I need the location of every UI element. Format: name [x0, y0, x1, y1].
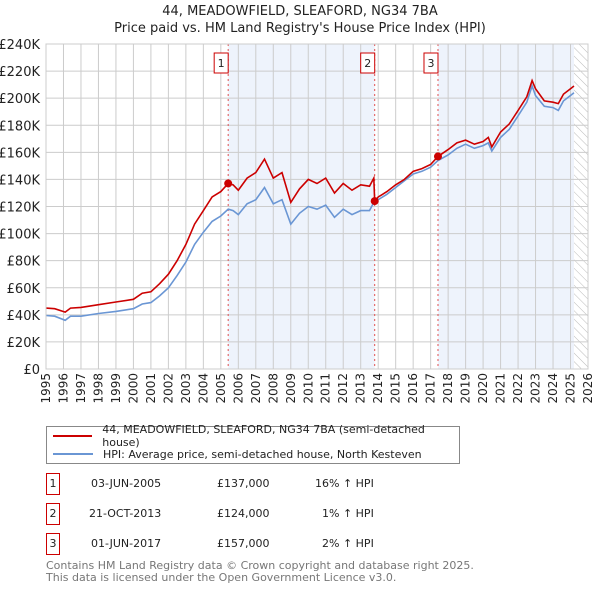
chart-title: 44, MEADOWFIELD, SLEAFORD, NG34 7BA	[162, 4, 438, 19]
x-tick-label: 2013	[354, 373, 368, 404]
y-tick-label: £100K	[0, 228, 40, 243]
x-tick-label: 2002	[161, 373, 175, 404]
sale-date: 03-JUN-2005	[91, 477, 162, 490]
y-tick-label: £120K	[0, 201, 40, 216]
x-tick-label: 2001	[144, 373, 158, 404]
x-tick-label: 2007	[249, 373, 263, 404]
x-tick-label: 2010	[301, 373, 315, 404]
sale-hpi-change: 16% ↑ HPI	[315, 477, 374, 490]
x-tick-label: 2008	[266, 373, 280, 404]
x-tick-label: 2017	[424, 373, 438, 404]
x-tick-label: 2012	[336, 373, 350, 404]
x-tick-label: 2003	[179, 373, 193, 404]
x-tick-label: 2022	[511, 373, 525, 404]
property-price-line	[45, 78, 575, 313]
y-tick-label: £160K	[0, 146, 40, 161]
sale-price: £157,000	[217, 537, 270, 550]
y-tick-label: £80K	[7, 255, 41, 270]
chart-subtitle: Price paid vs. HM Land Registry's House …	[114, 21, 486, 36]
sale-label-box	[213, 52, 229, 74]
sale-marker-label: 1	[46, 473, 60, 495]
x-tick-label: 2004	[196, 373, 210, 404]
x-tick-label: 2005	[214, 373, 228, 404]
x-tick-label: 2020	[476, 373, 490, 404]
sale-label: 3	[427, 57, 434, 70]
x-tick-label: 2009	[284, 373, 298, 404]
x-tick-label: 2015	[389, 373, 403, 404]
y-tick-label: £220K	[0, 65, 40, 80]
legend-swatch-blue	[53, 453, 93, 455]
x-tick-label: 2024	[546, 373, 560, 404]
footer-licence: This data is licensed under the Open Gov…	[46, 571, 397, 584]
sale-label-box	[360, 52, 376, 74]
x-tick-label: 1996	[56, 373, 70, 404]
hpi-line	[45, 83, 575, 322]
sale-point	[370, 197, 379, 206]
sale-date: 01-JUN-2017	[91, 537, 162, 550]
sale-marker-label: 3	[46, 533, 60, 555]
x-tick-label: 2025	[564, 373, 578, 404]
sale-point	[224, 179, 233, 188]
sale-marker-label: 2	[46, 503, 60, 525]
sale-label-box	[423, 52, 439, 74]
sale-price: £137,000	[217, 477, 270, 490]
x-tick-label: 1999	[109, 373, 123, 404]
sale-label: 1	[218, 57, 225, 70]
x-tick-label: 2011	[319, 373, 333, 404]
y-tick-label: £0	[23, 363, 40, 378]
legend-item-hpi: HPI: Average price, semi-detached house,…	[53, 445, 422, 463]
x-tick-label: 1997	[74, 373, 88, 404]
y-tick-label: £20K	[7, 336, 41, 351]
x-tick-label: 2000	[126, 373, 140, 404]
y-tick-label: £240K	[0, 38, 40, 53]
sale-hpi-change: 2% ↑ HPI	[322, 537, 374, 550]
sale-date: 21-OCT-2013	[89, 507, 162, 520]
sale-price: £124,000	[217, 507, 270, 520]
sale-row: 3 01-JUN-2017 £157,000 2% ↑ HPI	[46, 533, 446, 555]
x-tick-label: 2019	[459, 373, 473, 404]
price-chart: £0 £20K £40K £60K £80K £100K £120K £140K £160K £1…	[0, 38, 595, 404]
x-tick-label: 1995	[39, 373, 53, 404]
sale-point	[433, 152, 442, 161]
x-tick-label: 2014	[371, 373, 385, 404]
x-tick-label: 2006	[231, 373, 245, 404]
x-tick-label: 2021	[494, 373, 508, 404]
y-tick-label: £200K	[0, 92, 40, 107]
x-tick-label: 2026	[581, 373, 595, 404]
legend: 44, MEADOWFIELD, SLEAFORD, NG34 7BA (sem…	[46, 423, 460, 464]
sale-row: 2 21-OCT-2013 £124,000 1% ↑ HPI	[46, 503, 446, 525]
x-tick-label: 2016	[406, 373, 420, 404]
footer: Contains HM Land Registry data © Crown c…	[46, 560, 474, 584]
legend-label: HPI: Average price, semi-detached house,…	[103, 447, 422, 461]
plot-border	[45, 43, 589, 370]
sale-label: 2	[364, 57, 371, 70]
x-tick-label: 2018	[441, 373, 455, 404]
sale-row: 1 03-JUN-2005 £137,000 16% ↑ HPI	[46, 473, 446, 495]
y-tick-label: £140K	[0, 173, 40, 188]
legend-label: 44, MEADOWFIELD, SLEAFORD, NG34 7BA (sem…	[102, 423, 425, 449]
y-tick-label: £40K	[7, 309, 41, 324]
legend-item-property: 44, MEADOWFIELD, SLEAFORD, NG34 7BA (sem…	[53, 423, 459, 449]
footer-copyright: Contains HM Land Registry data © Crown c…	[46, 559, 474, 572]
legend-swatch-red	[53, 435, 93, 437]
sale-hpi-change: 1% ↑ HPI	[322, 507, 374, 520]
y-tick-label: £60K	[7, 282, 41, 297]
x-tick-label: 2023	[529, 373, 543, 404]
y-tick-label: £180K	[0, 119, 40, 134]
x-tick-label: 1998	[91, 373, 105, 404]
